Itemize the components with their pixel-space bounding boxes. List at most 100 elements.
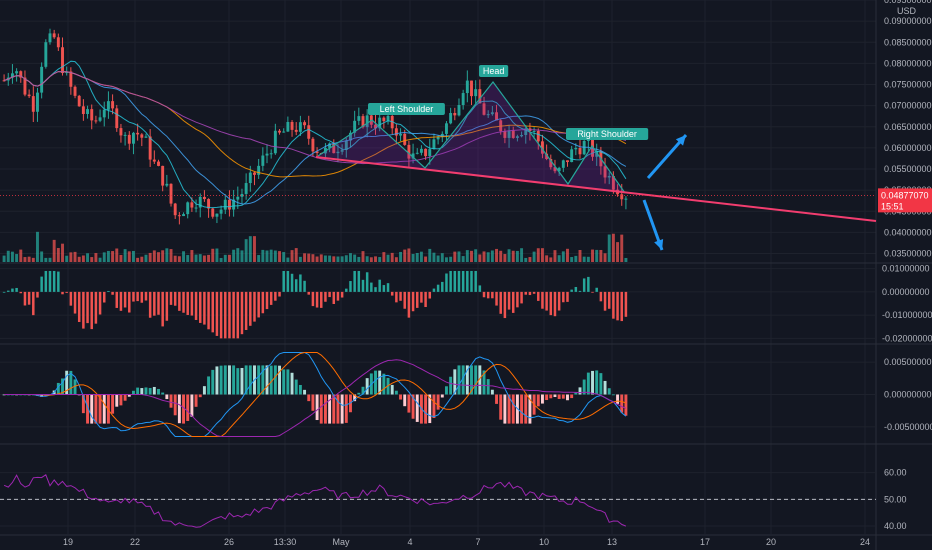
rsi-tick-label: 40.00 — [884, 521, 907, 531]
histogram-bar — [61, 291, 64, 295]
histogram-bar — [407, 291, 411, 318]
bullish-arrow — [646, 134, 688, 179]
ma-line-fast — [3, 60, 627, 209]
histogram-bar — [240, 291, 244, 335]
macd-bar — [436, 394, 440, 410]
macd-bar — [102, 394, 106, 424]
macd-slow-line — [4, 359, 627, 437]
histogram-bar — [40, 276, 43, 292]
volume-bar — [340, 256, 344, 262]
histogram-bar — [336, 291, 340, 301]
candle-body — [27, 94, 31, 97]
histogram-bar — [128, 291, 131, 313]
candle-body — [620, 194, 624, 200]
histogram-bar — [173, 291, 177, 306]
volume-bar — [332, 256, 336, 262]
histogram-bar — [507, 291, 511, 310]
volume-bar — [73, 251, 77, 262]
volume-bar — [294, 248, 298, 262]
candle-body — [378, 117, 382, 129]
histogram-bar — [411, 291, 415, 312]
oscillator-histogram — [2, 270, 628, 339]
histogram-bar — [528, 291, 532, 296]
volume-bar — [40, 251, 44, 262]
macd-bar — [474, 365, 478, 395]
volume-bar — [169, 249, 173, 262]
x-tick-label: 22 — [130, 537, 140, 547]
volume-bar — [69, 252, 73, 262]
volume-bar — [186, 255, 190, 262]
macd-bar — [290, 372, 294, 395]
volume-bar — [98, 257, 102, 262]
volume-bar — [190, 250, 194, 262]
macd-bar — [449, 376, 453, 395]
volume-bar — [61, 243, 64, 262]
candle-body — [19, 71, 23, 78]
histogram-bar — [7, 290, 10, 292]
histogram-bar — [32, 291, 35, 316]
macd-bar — [182, 394, 186, 424]
volume-bar — [131, 250, 135, 262]
histogram-bar — [2, 291, 6, 293]
volume-bar — [574, 255, 578, 262]
histogram-bar — [390, 291, 394, 296]
macd-bar — [390, 384, 394, 395]
candle-body — [123, 134, 127, 136]
candle-body — [161, 165, 165, 186]
candle-body — [207, 199, 211, 209]
macd-bar — [152, 386, 156, 395]
macd-bar — [574, 392, 578, 395]
macd-bar — [570, 394, 574, 399]
volume-bar — [457, 251, 461, 262]
volume-bar — [620, 234, 624, 262]
candle-body — [520, 135, 524, 137]
volume-bar — [482, 251, 486, 262]
candle-body — [340, 149, 344, 152]
candle-body — [365, 115, 369, 128]
macd-bar — [257, 365, 261, 395]
macd-bar — [157, 388, 160, 395]
histogram-bar — [599, 291, 603, 302]
candle-body — [353, 120, 357, 133]
volume-bar — [561, 251, 565, 262]
histogram-bar — [219, 291, 223, 339]
histogram-bar — [382, 285, 386, 292]
histogram-bar — [90, 291, 93, 330]
histogram-bar — [249, 291, 252, 326]
volume-bar — [503, 254, 507, 262]
histogram-bar — [111, 291, 114, 295]
pattern-outline — [317, 81, 626, 194]
macd-bar — [148, 387, 152, 395]
histogram-bar — [324, 291, 327, 302]
candle-body — [186, 202, 190, 215]
macd-bar — [603, 380, 607, 395]
price-badge-countdown: 15:51 — [881, 201, 904, 211]
volume-bar — [524, 257, 528, 262]
volume-bar — [44, 257, 48, 262]
volume-bar — [6, 250, 10, 262]
macd-bar — [81, 394, 85, 414]
macd-bar — [620, 394, 624, 413]
histogram-bar — [328, 291, 331, 298]
histogram-bar — [165, 291, 169, 321]
candle-body — [15, 71, 19, 74]
macd-bar — [303, 389, 307, 395]
candle-body — [332, 143, 336, 154]
candle-body — [148, 136, 152, 160]
histogram-bar — [495, 291, 498, 306]
candle-body — [115, 108, 119, 129]
candle-body — [211, 208, 215, 217]
candle-body — [111, 101, 115, 109]
histogram-bar — [353, 270, 356, 292]
candle-body — [611, 175, 615, 190]
histogram-bar — [119, 291, 123, 311]
volume-bar — [211, 248, 215, 262]
histogram-bar — [370, 282, 373, 292]
volume-bar — [361, 251, 365, 262]
histogram-bar — [457, 270, 461, 292]
volume-bar — [198, 254, 202, 262]
histogram-bar — [186, 291, 189, 315]
candle-body — [566, 160, 569, 163]
histogram-bar — [470, 270, 473, 292]
